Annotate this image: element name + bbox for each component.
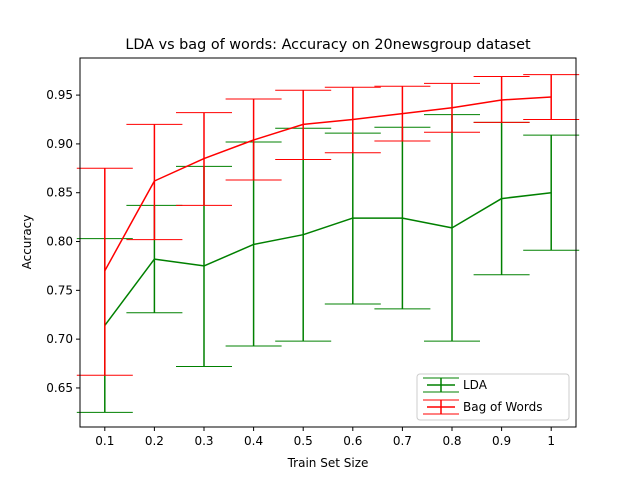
y-tick-label: 0.70 <box>46 332 73 346</box>
x-axis-label: Train Set Size <box>287 456 369 470</box>
series-line <box>104 96 552 272</box>
y-tick-label: 0.80 <box>46 235 73 249</box>
x-tick-label: 0.1 <box>95 434 114 448</box>
x-tick-label: 0.6 <box>343 434 362 448</box>
x-tick-label: 0.3 <box>194 434 213 448</box>
plot-frame <box>79 57 577 428</box>
y-tick-label: 0.95 <box>46 88 73 102</box>
x-tick-label: 1 <box>547 434 555 448</box>
legend: LDA Bag of Words <box>416 373 570 421</box>
x-tick-label: 0.2 <box>145 434 164 448</box>
x-tick-label: 0.5 <box>294 434 313 448</box>
legend-label: LDA <box>463 378 488 392</box>
x-tick-label: 0.7 <box>393 434 412 448</box>
x-tick-label: 0.8 <box>442 434 461 448</box>
series-1 <box>76 74 580 376</box>
y-axis: 0.65 0.70 0.75 0.80 0.85 0.90 0.95 <box>46 88 80 395</box>
y-tick-label: 0.75 <box>46 283 73 297</box>
legend-label: Bag of Words <box>463 400 543 414</box>
x-tick-label: 0.4 <box>244 434 263 448</box>
series-layer <box>76 74 580 413</box>
y-tick-label: 0.90 <box>46 137 73 151</box>
series-line <box>104 191 552 326</box>
y-axis-label: Accuracy <box>20 215 34 270</box>
x-tick-label: 0.9 <box>492 434 511 448</box>
chart-title: LDA vs bag of words: Accuracy on 20newsg… <box>125 37 531 53</box>
x-axis: 0.1 0.2 0.3 0.4 0.5 0.6 0.7 0.8 0.9 1 <box>95 427 555 448</box>
y-tick-label: 0.85 <box>46 186 73 200</box>
y-tick-label: 0.65 <box>46 381 73 395</box>
